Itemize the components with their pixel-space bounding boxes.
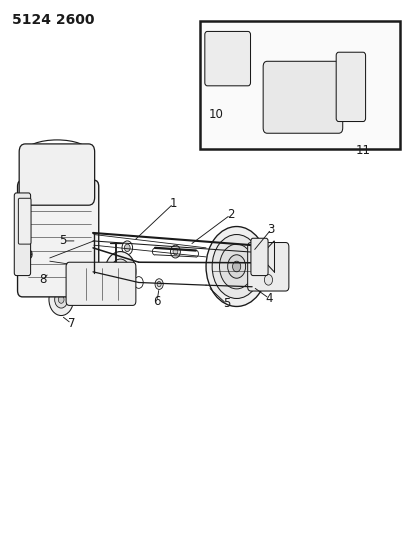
Circle shape (233, 62, 239, 71)
Text: 4: 4 (266, 292, 273, 305)
Circle shape (18, 203, 27, 213)
Circle shape (124, 244, 130, 252)
Circle shape (155, 279, 163, 289)
Circle shape (18, 251, 27, 261)
Circle shape (300, 98, 308, 107)
Text: 8: 8 (39, 273, 47, 286)
Text: 5: 5 (60, 235, 67, 247)
Circle shape (58, 296, 64, 303)
Circle shape (284, 77, 324, 128)
Text: 10: 10 (209, 108, 224, 120)
Circle shape (345, 86, 357, 101)
Text: 5124 2600: 5124 2600 (12, 13, 95, 27)
FancyBboxPatch shape (248, 243, 289, 291)
Circle shape (233, 261, 241, 272)
Circle shape (256, 257, 264, 268)
Circle shape (105, 252, 136, 292)
Circle shape (22, 263, 29, 273)
Circle shape (214, 49, 217, 53)
Text: 5: 5 (223, 297, 230, 310)
Circle shape (234, 49, 237, 53)
Bar (200, 21, 400, 149)
FancyBboxPatch shape (14, 193, 31, 276)
Circle shape (157, 281, 161, 287)
FancyBboxPatch shape (336, 52, 366, 122)
Circle shape (264, 274, 273, 285)
FancyBboxPatch shape (18, 180, 99, 297)
Circle shape (220, 244, 254, 289)
FancyBboxPatch shape (66, 262, 136, 305)
FancyBboxPatch shape (263, 61, 343, 133)
FancyBboxPatch shape (205, 31, 251, 86)
Text: 9: 9 (25, 249, 32, 262)
Circle shape (296, 92, 312, 113)
Circle shape (26, 245, 49, 274)
Circle shape (31, 251, 44, 268)
Circle shape (290, 84, 318, 121)
FancyBboxPatch shape (251, 238, 268, 276)
Circle shape (336, 71, 341, 78)
Circle shape (206, 227, 267, 306)
Circle shape (111, 259, 130, 285)
Circle shape (173, 248, 178, 255)
Circle shape (55, 291, 68, 308)
Circle shape (212, 62, 219, 71)
Text: 7: 7 (68, 317, 75, 330)
FancyBboxPatch shape (18, 198, 31, 244)
FancyBboxPatch shape (19, 144, 95, 205)
Circle shape (18, 224, 27, 235)
Circle shape (234, 64, 237, 69)
Text: 6: 6 (153, 295, 161, 308)
Circle shape (212, 235, 261, 298)
Circle shape (336, 102, 341, 109)
Circle shape (228, 255, 246, 278)
Circle shape (22, 247, 29, 256)
Circle shape (49, 284, 73, 316)
Circle shape (21, 221, 28, 229)
Circle shape (233, 46, 239, 55)
Text: 11: 11 (356, 144, 370, 157)
Text: 1: 1 (170, 197, 177, 210)
Circle shape (214, 64, 217, 69)
Circle shape (122, 241, 133, 255)
Circle shape (35, 256, 40, 263)
Circle shape (115, 265, 125, 278)
Circle shape (171, 245, 180, 258)
Circle shape (118, 269, 122, 274)
Text: 2: 2 (227, 208, 234, 221)
Circle shape (134, 277, 143, 288)
Circle shape (212, 46, 219, 55)
Text: 3: 3 (268, 223, 275, 236)
